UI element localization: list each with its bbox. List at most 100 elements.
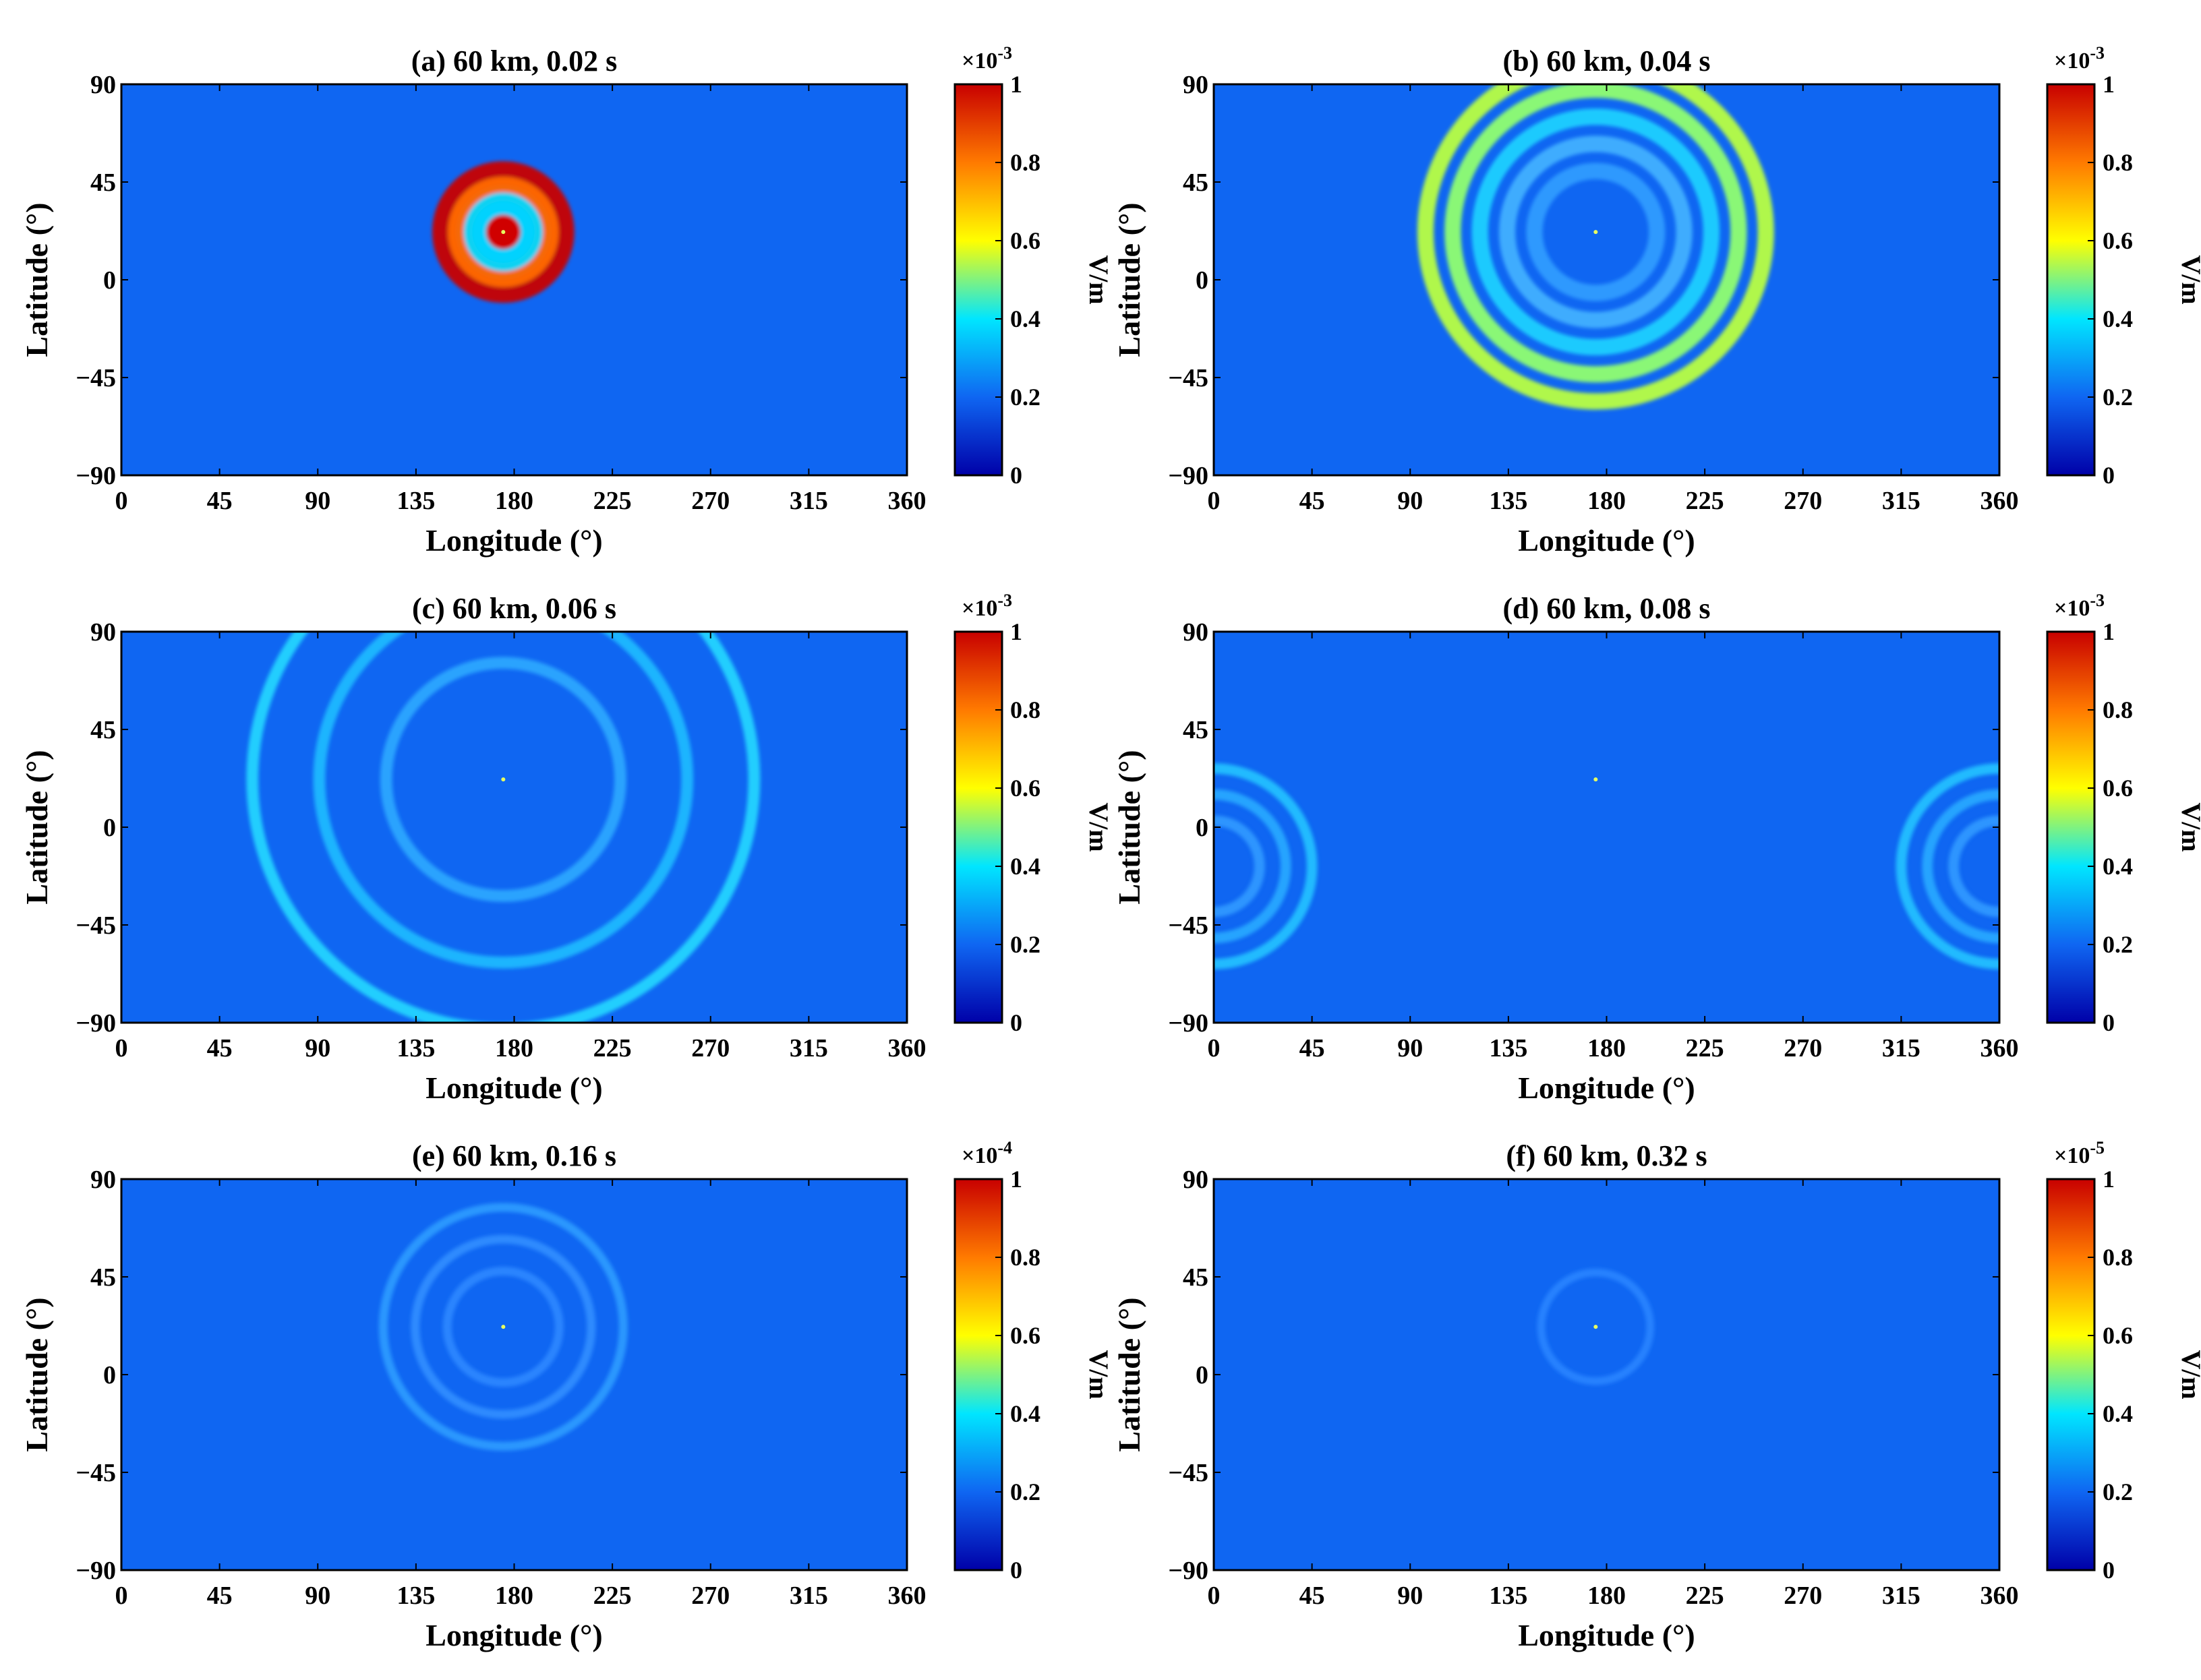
colorbar-tick-label: 0.8 [2103, 1244, 2133, 1271]
wavefront-ring [1444, 84, 1747, 383]
x-tick-label: 180 [495, 1582, 533, 1610]
colorbar-tick-label: 1 [1010, 71, 1022, 98]
x-tick-label: 135 [397, 1582, 435, 1610]
source-point [501, 1325, 506, 1329]
x-tick-label: 45 [207, 1582, 233, 1610]
colorbar-frame [2046, 83, 2096, 477]
y-tick-label: 0 [103, 266, 116, 295]
colorbar [2047, 1179, 2094, 1570]
colorbar-multiplier: ×10-4 [962, 1138, 1012, 1168]
x-tick-label: 180 [495, 487, 533, 515]
x-tick-label: 0 [1208, 1034, 1221, 1062]
multiplier-base: ×10 [962, 596, 997, 621]
y-tick-label: −45 [76, 911, 116, 940]
colorbar-unit: V/m [1084, 802, 1114, 851]
colorbar-tick-label: 0.8 [1010, 696, 1040, 723]
colorbar-tick-label: 1 [2103, 618, 2115, 645]
colorbar-tick-label: 0.4 [2103, 853, 2133, 880]
x-tick-label: 45 [1299, 1034, 1325, 1062]
y-tick-label: 45 [1183, 716, 1208, 744]
panel-title: (c) 60 km, 0.06 s [412, 592, 616, 625]
x-tick-label: 270 [691, 1582, 730, 1610]
x-tick-label: 225 [1686, 1582, 1724, 1610]
y-tick-label: 45 [90, 716, 116, 744]
wavefronts-e [378, 1203, 628, 1451]
y-tick-label: 0 [1196, 266, 1208, 295]
x-tick-label: 270 [691, 487, 730, 515]
colorbar-frame [2046, 1178, 2096, 1571]
panel-title: (b) 60 km, 0.04 s [1502, 44, 1710, 78]
wavefront-ring [1214, 763, 1318, 969]
x-tick-label: 180 [495, 1034, 533, 1062]
field-background [1214, 632, 1999, 1023]
y-tick-label: −90 [76, 462, 116, 490]
colorbar-tick-label: 0.6 [2103, 227, 2133, 254]
colorbar-unit: V/m [2176, 255, 2201, 304]
colorbar-tick-label: 0.8 [1010, 149, 1040, 176]
x-tick-label: 90 [305, 1582, 330, 1610]
multiplier-base: ×10 [2054, 596, 2090, 621]
x-tick-label: 0 [1208, 1582, 1221, 1610]
source-point [501, 777, 506, 782]
y-tick-label: 45 [90, 169, 116, 197]
colorbar-tick-label: 0.4 [1010, 853, 1040, 880]
colorbar-unit: V/m [2176, 1350, 2201, 1399]
colorbar-frame [953, 83, 1003, 477]
y-axis-label: Latitude (°) [20, 1297, 54, 1451]
x-tick-label: 45 [207, 487, 233, 515]
wavefronts-c [246, 632, 761, 1023]
y-axis-label: Latitude (°) [20, 202, 54, 357]
x-tick-label: 270 [691, 1034, 730, 1062]
y-tick-label: 90 [90, 1166, 116, 1194]
panel-f: (f) 60 km, 0.32 s 0 45 90 135 180 225 270 315 360… [1112, 1138, 2201, 1652]
colorbar-tick-label: 0.2 [2103, 1478, 2133, 1505]
colorbar-tick-label: 0.4 [2103, 305, 2133, 332]
x-axis-label: Longitude (°) [1518, 1071, 1695, 1105]
x-tick-label: 315 [1882, 487, 1920, 515]
y-tick-label: −45 [76, 364, 116, 392]
multiplier-exponent: -3 [997, 591, 1012, 610]
panel-d: (d) 60 km, 0.08 s 0 45 90 135 180 225 270 315 360… [1112, 591, 2201, 1105]
panel-title: (d) 60 km, 0.08 s [1502, 592, 1710, 625]
x-tick-label: 180 [1587, 487, 1626, 515]
colorbar-tick-label: 0.2 [1010, 1478, 1040, 1505]
x-tick-label: 225 [1686, 1034, 1724, 1062]
y-tick-label: −45 [1168, 364, 1208, 392]
colorbar-tick-label: 0.4 [2103, 1400, 2133, 1427]
y-tick-label: −90 [1168, 1009, 1208, 1038]
y-tick-label: 90 [90, 71, 116, 99]
x-axis-label: Longitude (°) [1518, 523, 1695, 558]
x-tick-label: 45 [1299, 1582, 1325, 1610]
source-point [1593, 230, 1598, 235]
colorbar-tick-label: 0.8 [1010, 1244, 1040, 1271]
x-tick-label: 0 [1208, 487, 1221, 515]
panel-c: (c) 60 km, 0.06 s 0 45 90 135 180 225 270 315 360… [20, 591, 1114, 1105]
y-tick-label: 45 [90, 1263, 116, 1292]
colorbar-tick-label: 0.6 [2103, 775, 2133, 802]
y-tick-label: 90 [1183, 71, 1208, 99]
y-tick-label: −90 [1168, 462, 1208, 490]
colorbar [955, 1179, 1002, 1570]
source-point [501, 230, 506, 235]
colorbar-tick-label: 0.2 [1010, 931, 1040, 958]
x-tick-label: 135 [1489, 487, 1527, 515]
wavefronts-a [432, 161, 575, 303]
x-tick-label: 360 [1980, 1582, 2019, 1610]
colorbar-tick-label: 0 [1010, 462, 1022, 489]
y-tick-label: −45 [76, 1459, 116, 1487]
x-tick-label: 135 [1489, 1582, 1527, 1610]
x-tick-label: 135 [1489, 1034, 1527, 1062]
y-axis-label: Latitude (°) [1112, 202, 1146, 357]
y-tick-label: 0 [103, 1361, 116, 1389]
x-tick-label: 225 [593, 1582, 632, 1610]
multiplier-exponent: -3 [997, 43, 1012, 63]
colorbar-tick-label: 0.4 [1010, 305, 1040, 332]
wavefronts-b [1417, 84, 1774, 410]
wavefront-ring [1471, 109, 1720, 356]
x-tick-label: 360 [1980, 487, 2019, 515]
multiplier-exponent: -3 [2090, 43, 2105, 63]
colorbar-multiplier: ×10-3 [962, 43, 1012, 73]
colorbar-tick-label: 0 [2103, 462, 2115, 489]
colorbar-tick-label: 0.6 [1010, 1322, 1040, 1349]
